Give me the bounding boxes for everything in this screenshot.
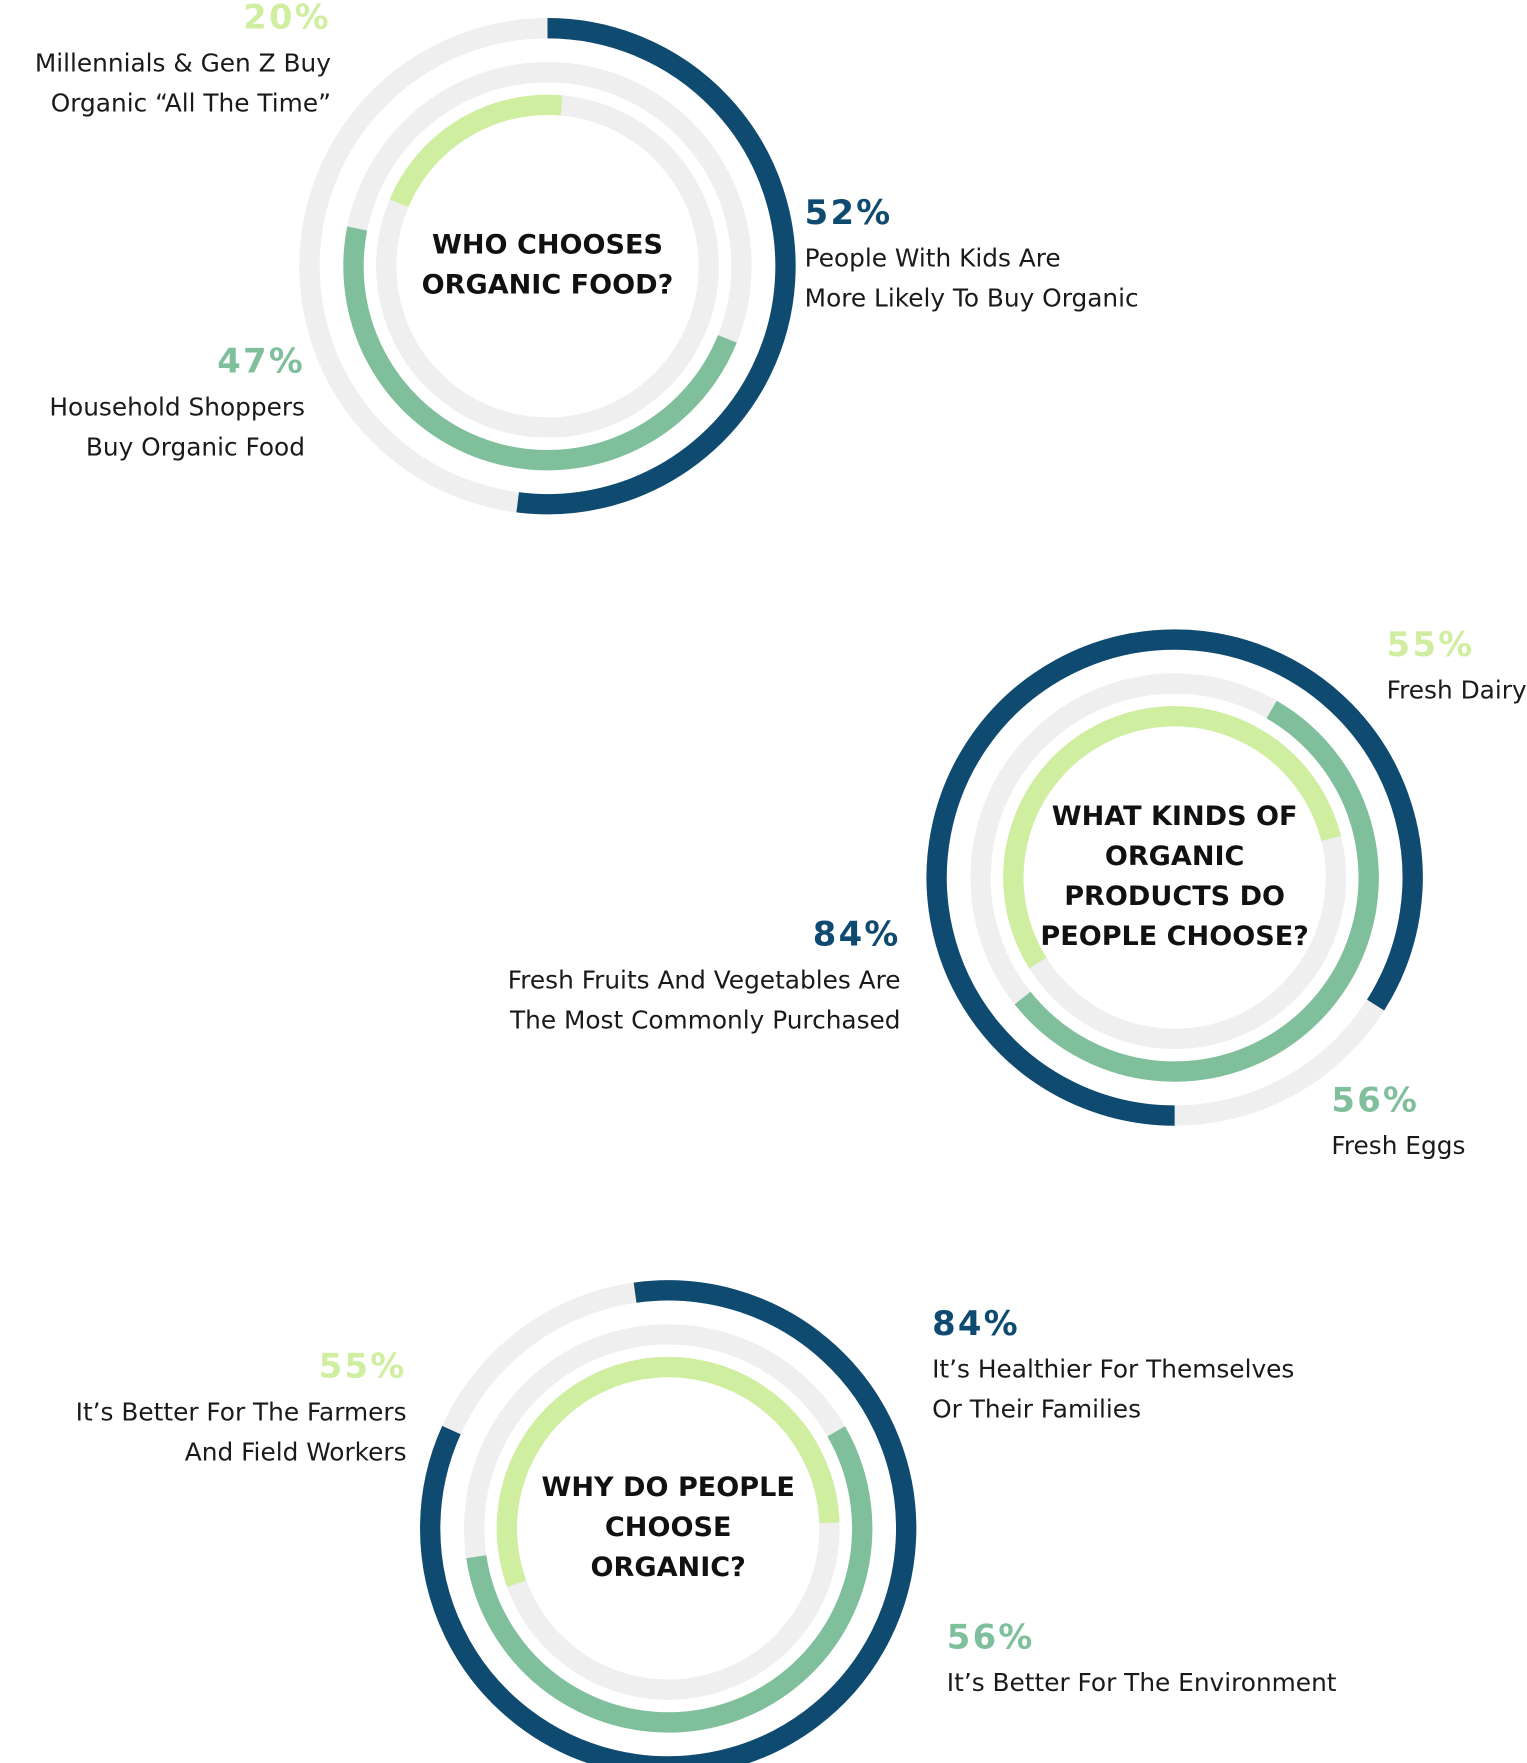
progress-arc [496,1357,840,1588]
progress-arc [389,94,563,208]
description: Fresh Dairy [1387,675,1527,704]
description: It’s Better For The Farmers [76,1397,407,1426]
center-title: ORGANIC FOOD? [422,270,674,301]
percent-label: 56% [1331,1081,1419,1120]
percent-label: 52% [805,193,893,232]
percent-label: 56% [947,1617,1035,1656]
percent-label: 55% [319,1347,407,1386]
progress-arc [926,629,1423,1126]
percent-label: 47% [217,342,305,381]
description: Millennials & Gen Z Buy [35,48,331,77]
description: It’s Healthier For Themselves [932,1354,1294,1383]
description: Fresh Fruits And Vegetables Are [508,965,901,994]
progress-arc [466,1426,873,1733]
center-title: WHAT KINDS OF [1052,801,1298,832]
center-title: WHY DO PEOPLE [542,1472,795,1503]
center-title: CHOOSE [605,1512,732,1543]
center-title: WHO CHOOSES [432,230,663,261]
center-title: PRODUCTS DO [1064,881,1285,912]
description: Fresh Eggs [1331,1131,1465,1160]
description: Buy Organic Food [86,432,305,461]
progress-arc [343,226,737,471]
description: People With Kids Are [805,243,1061,272]
description: Organic “All The Time” [51,88,331,117]
percent-label: 20% [243,0,331,37]
description: The Most Commonly Purchased [509,1005,901,1034]
progress-arc [1014,700,1379,1082]
description: It’s Better For The Environment [947,1668,1337,1697]
percent-label: 84% [813,915,901,954]
center-title: ORGANIC? [591,1552,746,1583]
progress-arc [516,18,796,515]
description: Household Shoppers [49,392,305,421]
percent-label: 84% [932,1304,1020,1343]
center-title: PEOPLE CHOOSE? [1040,921,1309,952]
percent-label: 55% [1387,625,1475,664]
description: More Likely To Buy Organic [805,283,1139,312]
description: Or Their Families [932,1395,1141,1424]
description: And Field Workers [185,1437,407,1466]
progress-arc [420,1280,917,1763]
progress-arc [1003,706,1341,969]
center-title: ORGANIC [1105,841,1245,872]
